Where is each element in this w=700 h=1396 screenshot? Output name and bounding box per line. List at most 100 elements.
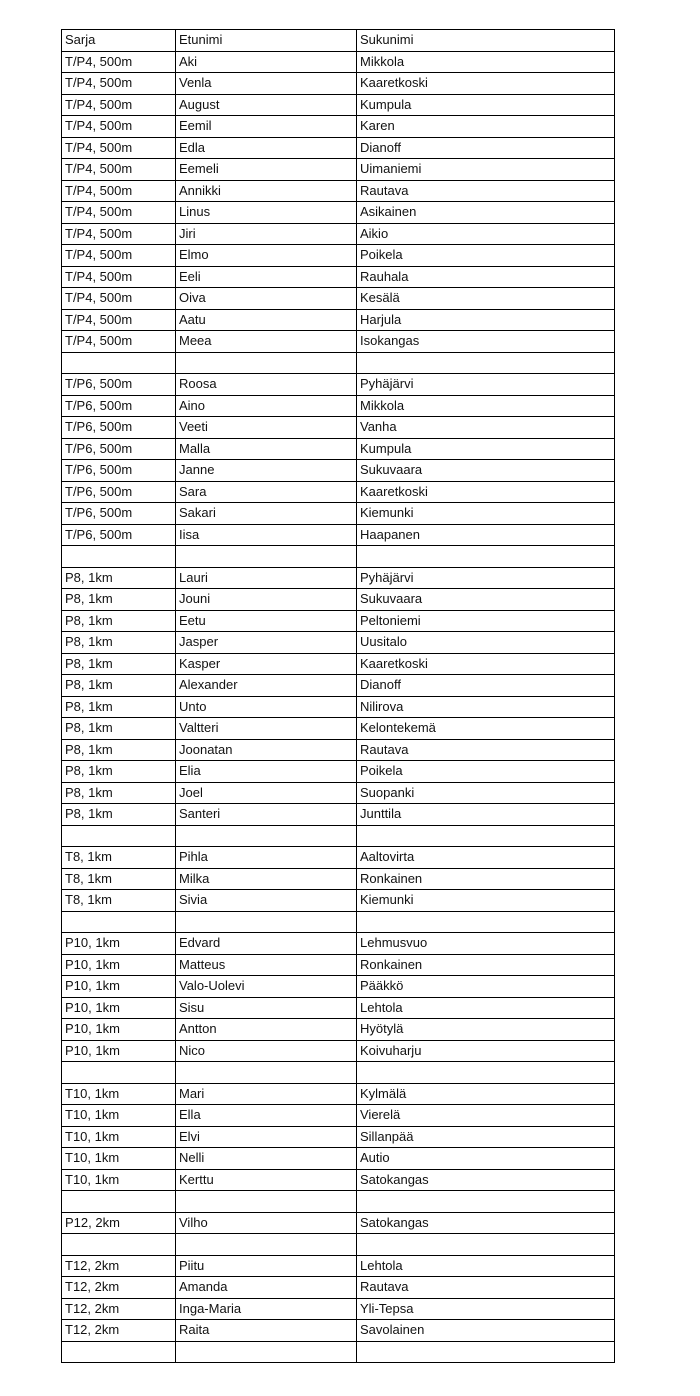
cell-sarja: P8, 1km xyxy=(62,567,176,589)
cell-sarja: T/P4, 500m xyxy=(62,51,176,73)
cell-etunimi: Jouni xyxy=(176,589,357,611)
cell-sarja xyxy=(62,1234,176,1256)
table-row: T/P6, 500m Veeti Vanha xyxy=(62,417,615,439)
cell-sarja: T/P4, 500m xyxy=(62,288,176,310)
cell-etunimi: Elvi xyxy=(176,1126,357,1148)
cell-etunimi: Kerttu xyxy=(176,1169,357,1191)
cell-sukunimi: Rautava xyxy=(357,1277,615,1299)
cell-sarja xyxy=(62,1062,176,1084)
cell-etunimi: Inga-Maria xyxy=(176,1298,357,1320)
cell-sukunimi: Kaaretkoski xyxy=(357,481,615,503)
cell-sukunimi: Rautava xyxy=(357,739,615,761)
cell-sukunimi: Ronkainen xyxy=(357,868,615,890)
cell-sukunimi: Autio xyxy=(357,1148,615,1170)
table-row: T/P6, 500m Aino Mikkola xyxy=(62,395,615,417)
table-row xyxy=(62,1191,615,1213)
cell-etunimi: Iisa xyxy=(176,524,357,546)
table-row: T/P4, 500m Aatu Harjula xyxy=(62,309,615,331)
cell-sarja xyxy=(62,546,176,568)
cell-sarja: P8, 1km xyxy=(62,589,176,611)
table-row: P10, 1km Sisu Lehtola xyxy=(62,997,615,1019)
cell-etunimi: Joel xyxy=(176,782,357,804)
cell-etunimi: Eeli xyxy=(176,266,357,288)
cell-etunimi: Milka xyxy=(176,868,357,890)
cell-sarja: P10, 1km xyxy=(62,997,176,1019)
cell-sarja: P8, 1km xyxy=(62,632,176,654)
cell-sukunimi: Kesälä xyxy=(357,288,615,310)
cell-etunimi: Unto xyxy=(176,696,357,718)
table-row: T12, 2km Raita Savolainen xyxy=(62,1320,615,1342)
cell-sarja: P10, 1km xyxy=(62,976,176,998)
cell-sarja: T8, 1km xyxy=(62,868,176,890)
table-row xyxy=(62,1234,615,1256)
cell-etunimi: Roosa xyxy=(176,374,357,396)
cell-etunimi: Malla xyxy=(176,438,357,460)
cell-sukunimi: Vanha xyxy=(357,417,615,439)
cell-sarja: P8, 1km xyxy=(62,675,176,697)
cell-etunimi: Janne xyxy=(176,460,357,482)
table-row: T/P4, 500m Annikki Rautava xyxy=(62,180,615,202)
cell-etunimi xyxy=(176,825,357,847)
cell-etunimi: Mari xyxy=(176,1083,357,1105)
cell-etunimi: Amanda xyxy=(176,1277,357,1299)
header-etunimi: Etunimi xyxy=(176,30,357,52)
cell-sarja: T/P4, 500m xyxy=(62,331,176,353)
cell-sarja: T12, 2km xyxy=(62,1277,176,1299)
cell-sarja: T/P4, 500m xyxy=(62,245,176,267)
table-row: T/P6, 500m Sakari Kiemunki xyxy=(62,503,615,525)
cell-sukunimi xyxy=(357,825,615,847)
cell-etunimi: Sakari xyxy=(176,503,357,525)
table-row: P8, 1km Joonatan Rautava xyxy=(62,739,615,761)
cell-etunimi xyxy=(176,911,357,933)
cell-etunimi: Lauri xyxy=(176,567,357,589)
cell-sarja: T/P4, 500m xyxy=(62,223,176,245)
table-row: P8, 1km Elia Poikela xyxy=(62,761,615,783)
cell-sukunimi: Rauhala xyxy=(357,266,615,288)
table-row: P8, 1km Santeri Junttila xyxy=(62,804,615,826)
cell-sukunimi xyxy=(357,1062,615,1084)
cell-sarja: T/P6, 500m xyxy=(62,438,176,460)
cell-sarja: P8, 1km xyxy=(62,696,176,718)
table-row: T/P6, 500m Iisa Haapanen xyxy=(62,524,615,546)
table-row xyxy=(62,352,615,374)
cell-sarja xyxy=(62,1341,176,1363)
cell-sukunimi: Kaaretkoski xyxy=(357,73,615,95)
cell-etunimi: Nico xyxy=(176,1040,357,1062)
table-row: T/P4, 500m Aki Mikkola xyxy=(62,51,615,73)
cell-etunimi: Joonatan xyxy=(176,739,357,761)
cell-sarja xyxy=(62,1191,176,1213)
cell-etunimi: Jasper xyxy=(176,632,357,654)
table-row: P8, 1km Lauri Pyhäjärvi xyxy=(62,567,615,589)
cell-sarja: T10, 1km xyxy=(62,1105,176,1127)
table-row: T8, 1km Pihla Aaltovirta xyxy=(62,847,615,869)
table-row: T/P6, 500m Sara Kaaretkoski xyxy=(62,481,615,503)
table-row: T/P4, 500m Linus Asikainen xyxy=(62,202,615,224)
cell-sarja: P8, 1km xyxy=(62,804,176,826)
table-row: P8, 1km Eetu Peltoniemi xyxy=(62,610,615,632)
table-row: P8, 1km Joel Suopanki xyxy=(62,782,615,804)
cell-etunimi: Valtteri xyxy=(176,718,357,740)
cell-etunimi: Piitu xyxy=(176,1255,357,1277)
cell-sukunimi xyxy=(357,546,615,568)
cell-sukunimi: Suopanki xyxy=(357,782,615,804)
cell-sukunimi xyxy=(357,1341,615,1363)
table-body: T/P4, 500m Aki Mikkola T/P4, 500m Venla Kaare… xyxy=(62,51,615,1363)
cell-sukunimi: Kumpula xyxy=(357,438,615,460)
table-row: T/P4, 500m Eemil Karen xyxy=(62,116,615,138)
cell-sarja: T/P4, 500m xyxy=(62,180,176,202)
cell-etunimi xyxy=(176,1234,357,1256)
cell-sukunimi: Hyötylä xyxy=(357,1019,615,1041)
cell-etunimi: Sivia xyxy=(176,890,357,912)
cell-etunimi xyxy=(176,1191,357,1213)
cell-sukunimi: Sukuvaara xyxy=(357,589,615,611)
header-sukunimi: Sukunimi xyxy=(357,30,615,52)
cell-sukunimi: Ronkainen xyxy=(357,954,615,976)
cell-sarja xyxy=(62,825,176,847)
cell-sarja: T10, 1km xyxy=(62,1126,176,1148)
table-row: T/P4, 500m Meea Isokangas xyxy=(62,331,615,353)
cell-etunimi: Aki xyxy=(176,51,357,73)
cell-etunimi: Eetu xyxy=(176,610,357,632)
cell-sarja: T/P4, 500m xyxy=(62,116,176,138)
cell-sukunimi xyxy=(357,911,615,933)
cell-etunimi: Eemil xyxy=(176,116,357,138)
